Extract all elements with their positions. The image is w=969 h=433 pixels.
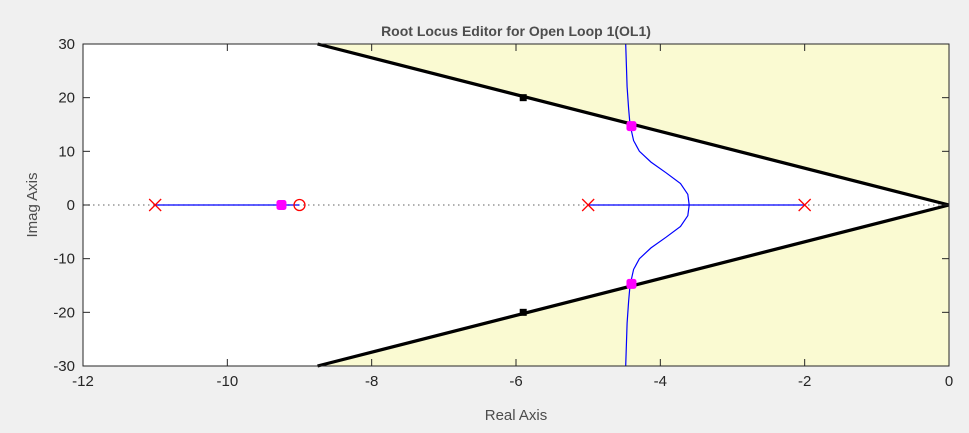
open-loop-pole-marker	[148, 198, 162, 212]
open-loop-pole-marker	[581, 198, 595, 212]
y-tick-label: -10	[53, 251, 75, 268]
x-tick-label: -2	[798, 373, 811, 390]
constraint-handle[interactable]	[519, 94, 527, 102]
y-tick-label: -30	[53, 358, 75, 375]
y-tick-label: 20	[58, 90, 75, 107]
y-tick-label: 10	[58, 143, 75, 160]
x-tick-label: 0	[945, 373, 953, 390]
y-tick-label: 0	[67, 197, 75, 214]
pole-x-stroke	[581, 198, 595, 212]
x-tick-label: -12	[72, 373, 94, 390]
locus-branch	[625, 43, 690, 206]
open-loop-pole-marker	[798, 198, 812, 212]
constraint-handle[interactable]	[519, 308, 527, 316]
closed-loop-pole-marker[interactable]	[276, 200, 287, 210]
pole-x-stroke	[148, 198, 162, 212]
pole-zero-markers	[148, 121, 812, 289]
chart-title: Root Locus Editor for Open Loop 1(OL1)	[381, 23, 651, 39]
y-tick-label: -20	[53, 304, 75, 321]
x-tick-label: -10	[216, 373, 238, 390]
pole-x-stroke	[798, 198, 812, 212]
open-loop-zero-marker	[293, 198, 306, 212]
closed-loop-pole-marker[interactable]	[626, 121, 637, 132]
locus-branch	[625, 204, 690, 367]
closed-loop-pole-marker[interactable]	[626, 278, 637, 289]
x-tick-label: -4	[654, 373, 667, 390]
root-locus-branches	[155, 43, 805, 367]
x-tick-label: -8	[365, 373, 378, 390]
x-tick-label: -6	[509, 373, 522, 390]
y-tick-label: 30	[58, 36, 75, 53]
y-axis-label: Imag Axis	[24, 172, 41, 237]
x-axis-label: Real Axis	[485, 407, 548, 424]
